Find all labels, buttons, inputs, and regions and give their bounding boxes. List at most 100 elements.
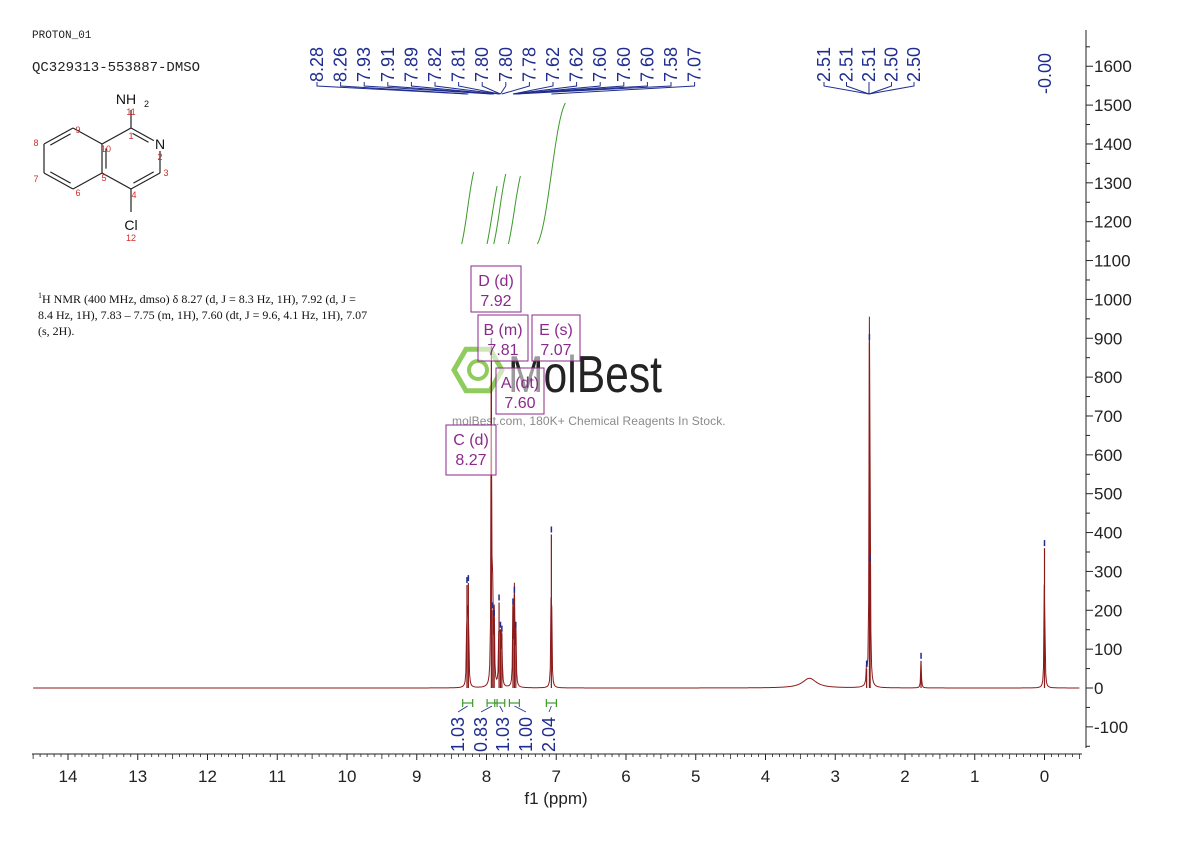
peak-label-connector [515,82,672,95]
peak-label: -0.00 [1035,53,1055,94]
peak-label: 7.91 [378,47,398,82]
structure-atom-number: 5 [101,173,106,183]
x-axis-title: f1 (ppm) [524,789,587,808]
multiplet-box [477,314,529,362]
y-tick-label: 1500 [1094,96,1132,115]
structure-amine-subscript: 2 [144,99,149,109]
peak-label: 7.89 [401,47,421,82]
x-tick-label: 4 [761,767,770,786]
structure-atom-number: 4 [131,190,136,200]
integral-value: 1.03 [493,717,513,752]
multiplet-label: A (dt) [501,375,539,392]
peak-label: 2.50 [904,47,924,82]
peak-label: 7.62 [567,47,587,82]
peak-label-connector [551,82,696,95]
peak-label-connector [363,82,492,95]
peak-label-connector [316,82,467,95]
integral-connector [457,705,468,713]
structure-atom-number: 7 [33,174,38,184]
structure-bond [130,172,161,190]
peak-label-connector [481,82,501,95]
x-tick-label: 10 [338,767,357,786]
integral-connector [499,705,504,713]
peak-label-connector [514,82,601,95]
structure-bond [72,172,103,190]
nmr-description-text: H NMR (400 MHz, dmso) δ 8.27 (d, J = 8.3… [38,292,368,338]
y-tick-label: 400 [1094,524,1122,543]
y-tick-label: 100 [1094,640,1122,659]
sample-name: QC329313-553887-DMSO [32,60,201,76]
x-tick-label: 7 [552,767,561,786]
experiment-title: PROTON_01 [32,30,92,42]
y-tick-label: 1400 [1094,135,1132,154]
structure-amine-label: NH [116,91,136,107]
peak-label: 7.60 [614,47,634,82]
peak-label-connector [387,82,493,95]
peak-label: 7.60 [590,47,610,82]
peak-label: 2.50 [882,47,902,82]
multiplet-box [445,424,497,476]
peak-label: 7.62 [543,47,563,82]
peak-label-connector [868,82,915,95]
structure-bond [72,127,103,145]
multiplet-label: D (d) [478,273,514,290]
y-tick-label: 1600 [1094,57,1132,76]
structure-bond [101,127,132,145]
peak-label-connector [410,82,495,95]
y-tick-label: 800 [1094,368,1122,387]
x-tick-label: 0 [1040,767,1049,786]
x-tick-label: 12 [198,767,217,786]
integral-curve [486,185,498,245]
y-tick-label: 700 [1094,407,1122,426]
structure-atom-number: 11 [126,107,135,117]
structure-atom-number: 3 [163,168,168,178]
multiplet-box [495,367,545,415]
x-tick-label: 5 [691,767,700,786]
y-tick-label: 1000 [1094,290,1132,309]
peak-label: 7.80 [496,47,516,82]
peak-label: 8.28 [307,47,327,82]
watermark-logo-inner-icon [467,359,489,381]
multiplet-label: C (d) [453,432,489,449]
structure-bond [43,172,74,190]
peak-label: 7.93 [354,47,374,82]
x-tick-label: 6 [621,767,630,786]
x-tick-label: 8 [482,767,491,786]
y-tick-label: 200 [1094,601,1122,620]
multiplet-shift: 7.81 [487,342,518,359]
peak-label-connector [512,82,578,95]
spectrum-line [33,316,1080,689]
peak-label-connector [458,82,500,95]
y-tick-label: 1200 [1094,213,1132,232]
y-tick-label: 500 [1094,485,1122,504]
y-tick-label: 0 [1094,679,1103,698]
peak-label: 2.51 [859,47,879,82]
peak-label-connector [868,82,892,95]
integral-connector [480,705,493,713]
structure-nitrogen-label: N [155,136,165,152]
peak-label: 7.58 [661,47,681,82]
multiplet-shift: 7.60 [504,395,535,412]
structure-atom-number: 2 [157,152,162,162]
structure-double-bond [49,133,71,146]
peak-label: 7.81 [449,47,469,82]
y-tick-label: -100 [1094,718,1128,737]
peak-label: 8.26 [331,47,351,82]
integral-value: 2.04 [539,717,559,752]
y-tick-label: 1100 [1094,252,1131,271]
peak-label-connector [500,82,507,95]
peak-label: 7.07 [685,47,705,82]
structure-double-bond [49,171,71,184]
structure-double-bond [132,132,149,143]
x-tick-label: 1 [970,767,979,786]
peak-label-connector [512,82,554,95]
structure-bond [101,172,132,190]
structure-atom-number: 8 [33,138,38,148]
multiplet-label: E (s) [539,322,573,339]
multiplet-label: B (m) [483,322,522,339]
integral-connector [548,705,552,713]
nucleus-superscript: 1 [38,291,42,300]
peak-label-connector [823,82,870,95]
integral-value: 1.00 [516,717,536,752]
